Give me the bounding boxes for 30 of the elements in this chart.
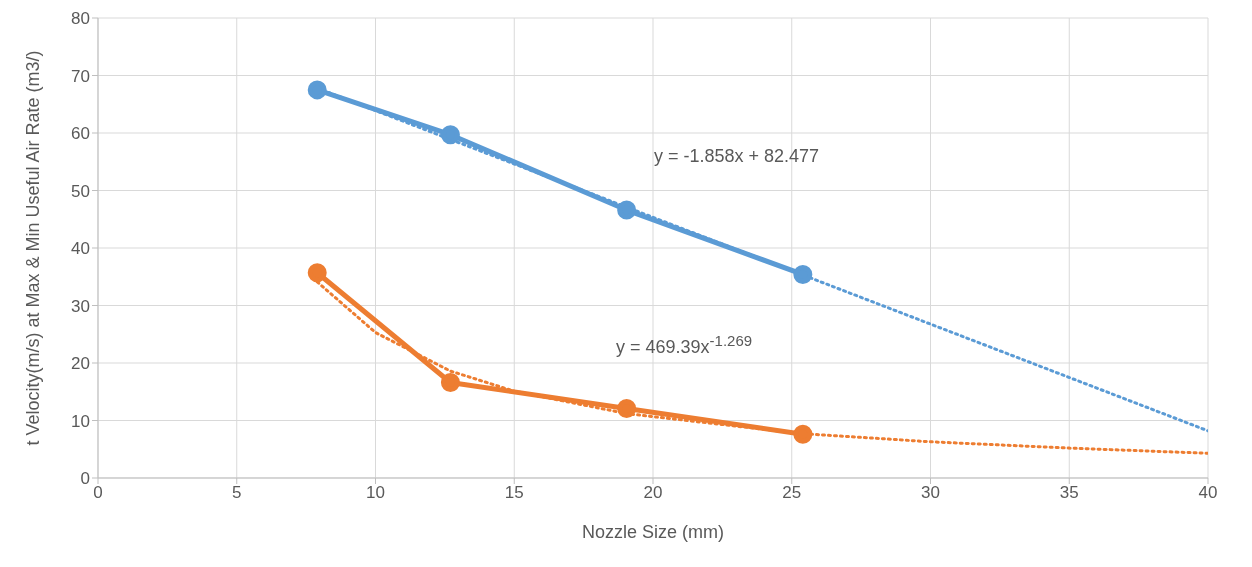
annotation: y = 469.39x$^{-1.269}$ <box>616 332 753 358</box>
y-tick-label: 20 <box>71 354 90 374</box>
y-tick-label: 30 <box>71 296 90 316</box>
y-tick-label: 70 <box>71 66 90 86</box>
point <box>793 264 813 284</box>
y-tick-label: 50 <box>71 181 90 201</box>
annotation: y = -1.858x + 82.477 <box>654 146 820 167</box>
y-tick-label: 80 <box>71 9 90 29</box>
x-tick-label: 20 <box>643 483 663 503</box>
point <box>307 80 327 100</box>
y-axis-title: t Velocity(m/s) at Max & Min Useful Air Rate (m3/) <box>23 50 44 446</box>
x-tick-label: 25 <box>782 483 802 503</box>
y-tick-label: 0 <box>80 469 90 489</box>
y-tick-label: 40 <box>71 239 90 259</box>
point <box>617 200 637 220</box>
x-tick-label: 15 <box>504 483 524 503</box>
y-tick-label: 10 <box>71 411 90 431</box>
point <box>307 263 327 283</box>
x-tick-label: 10 <box>366 483 385 503</box>
x-tick-label: 5 <box>232 483 242 503</box>
y-tick-label: 60 <box>71 124 90 144</box>
x-tick-label: 30 <box>921 483 940 503</box>
point <box>440 373 460 393</box>
x-axis-title: Nozzle Size (mm) <box>581 522 725 542</box>
point <box>440 125 460 145</box>
x-tick-label: 40 <box>1198 483 1218 503</box>
x-tick-label: 0 <box>93 483 103 503</box>
x-tick-label: 35 <box>1059 483 1079 503</box>
point <box>793 424 813 444</box>
point <box>617 398 637 418</box>
